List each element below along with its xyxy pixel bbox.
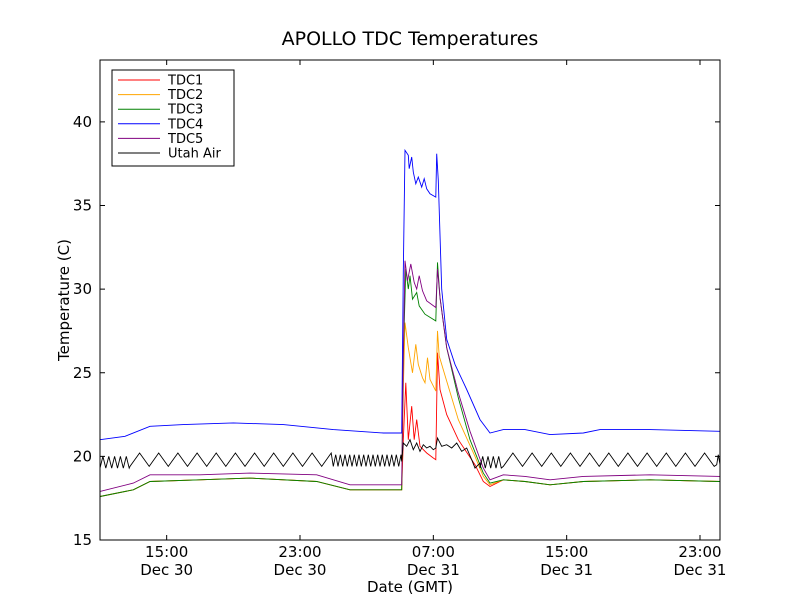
y-tick-label: 15: [73, 531, 92, 549]
x-tick-date-label: Dec 30: [140, 561, 193, 579]
x-tick-date-label: Dec 31: [674, 561, 727, 579]
x-tick-date-label: Dec 30: [274, 561, 327, 579]
legend-label-tdc5: TDC5: [167, 132, 203, 147]
y-tick-label: 35: [73, 197, 92, 215]
legend-label-utah-air: Utah Air: [168, 147, 221, 162]
y-tick-label: 40: [73, 113, 92, 131]
series-line-tdc5: [100, 260, 720, 492]
legend-label-tdc2: TDC2: [167, 88, 203, 103]
series-line-tdc3: [100, 262, 720, 497]
y-axis-label: Temperature (C): [55, 239, 73, 362]
y-tick-label: 20: [73, 447, 92, 465]
legend-box: [111, 69, 235, 167]
series-line-utah-air: [100, 436, 720, 470]
y-tick-label: 25: [73, 364, 92, 382]
x-tick-date-label: Dec 31: [540, 561, 593, 579]
x-tick-date-label: Dec 31: [407, 561, 460, 579]
series-layer: [100, 148, 720, 497]
x-tick-time-label: 23:00: [678, 543, 721, 561]
y-axis-ticks: 15 20 25 30 35 40: [73, 113, 720, 549]
legend-label-tdc3: TDC3: [167, 103, 203, 118]
x-axis-label: Date (GMT): [367, 578, 453, 596]
plot-frame: [99, 59, 721, 541]
x-tick-time-label: 07:00: [412, 543, 455, 561]
series-line-tdc4: [100, 148, 720, 441]
legend-label-tdc1: TDC1: [167, 74, 203, 89]
chart-title: APOLLO TDC Temperatures: [282, 28, 539, 50]
x-tick-time-label: 23:00: [278, 543, 321, 561]
x-tick-time-label: 15:00: [145, 543, 188, 561]
x-tick-time-label: 15:00: [545, 543, 588, 561]
legend-label-tdc4: TDC4: [167, 117, 203, 132]
y-tick-label: 30: [73, 280, 92, 298]
